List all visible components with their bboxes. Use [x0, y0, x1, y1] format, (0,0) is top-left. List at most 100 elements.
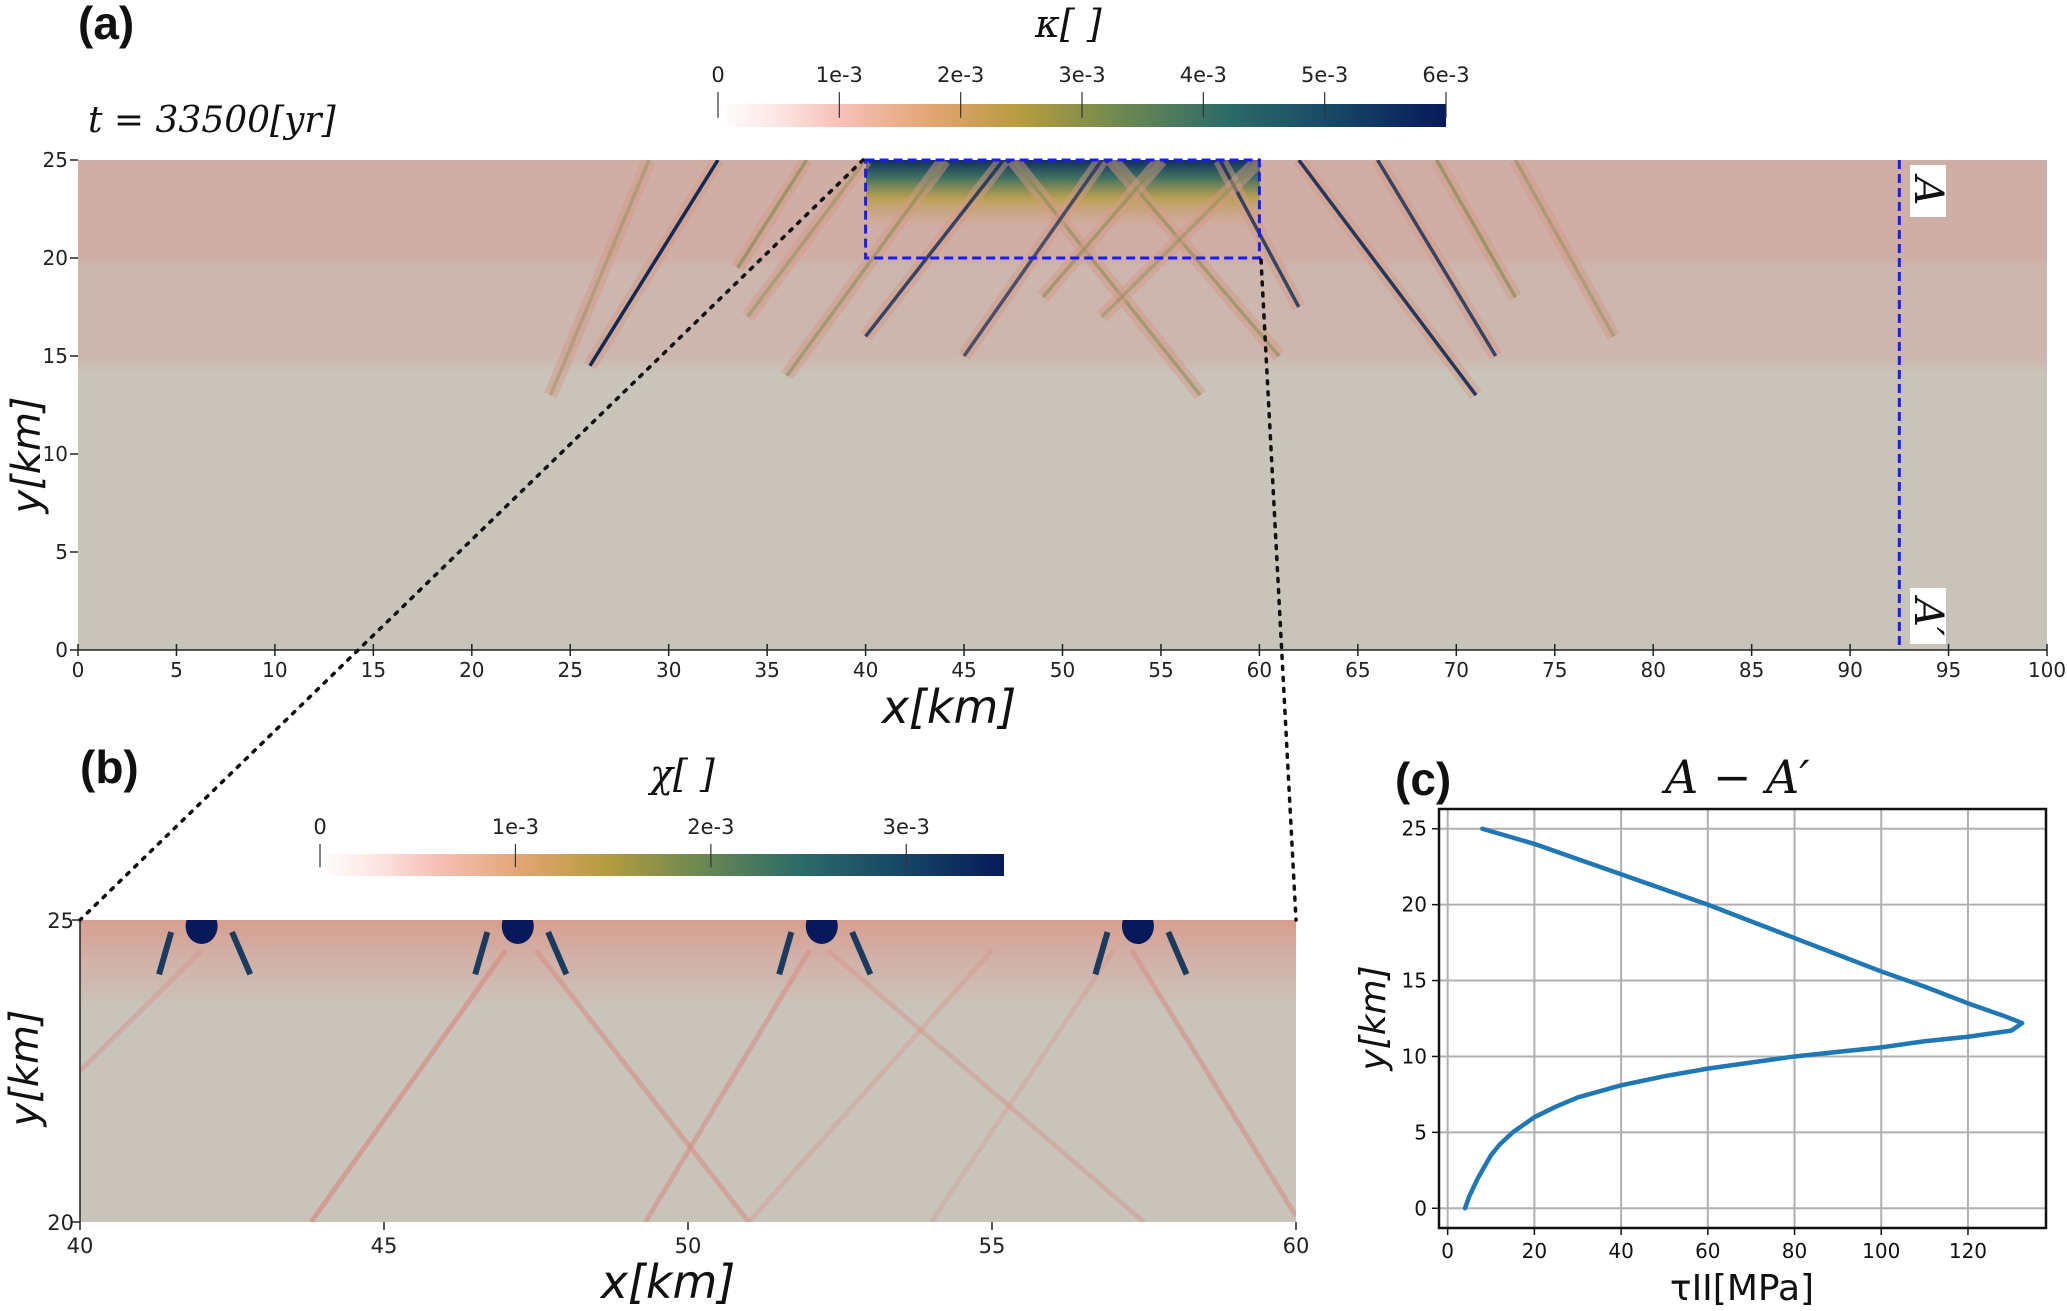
x-tick-label: 120 [1949, 1239, 1987, 1263]
y-tick-label: 10 [43, 442, 68, 466]
plot-background [1439, 809, 2046, 1228]
high-chi-spot [805, 920, 838, 945]
zoom-box [864, 158, 1261, 260]
x-tick-label: 55 [979, 1234, 1006, 1258]
y-tick-label: 20 [47, 1211, 74, 1235]
x-tick-label: 40 [67, 1234, 94, 1258]
section-start-label-box: A [1905, 165, 1951, 217]
high-chi-spot [501, 920, 534, 945]
y-tick-label: 0 [1414, 1196, 1427, 1220]
shear-band [534, 948, 751, 1222]
shear-band [80, 948, 204, 1073]
panel-b-label: (b) [80, 741, 139, 793]
x-tick-label: 75 [1542, 658, 1567, 682]
shear-band-halo [741, 160, 872, 322]
y-axis-label: y[km] [2, 1009, 48, 1127]
shear-band [736, 160, 809, 269]
shear-band [826, 948, 1146, 1222]
section-end-label: A′ [1905, 598, 1951, 636]
shear-band-halo [544, 160, 656, 398]
y-axis-label: y[km] [4, 396, 50, 514]
time-label: t = 33500[yr] [88, 100, 336, 141]
shear-band [548, 160, 651, 396]
shear-band [1041, 160, 1163, 299]
x-axis-label: x[km] [599, 1255, 736, 1309]
panel-a-field [78, 160, 2047, 650]
x-tick-label: 30 [656, 658, 681, 682]
shear-band-root [545, 930, 570, 976]
shear-band [1100, 160, 1261, 319]
section-start-label: A [1905, 176, 1951, 206]
colorbar-tick-label: 2e-3 [937, 63, 984, 87]
y-tick-label: 20 [1402, 893, 1427, 917]
panel-a-label: (a) [78, 0, 135, 49]
x-tick-label: 60 [1695, 1239, 1720, 1263]
shear-band [643, 948, 812, 1222]
shear-band [746, 948, 994, 1222]
x-tick-label: 15 [361, 658, 386, 682]
kappa-colorbar-title: κ[ ] [1035, 2, 1102, 46]
y-tick-label: 15 [1402, 969, 1427, 993]
shear-band [746, 160, 867, 318]
shear-band-root [1165, 930, 1190, 976]
shear-band [1376, 160, 1498, 357]
x-tick-label: 45 [371, 1234, 398, 1258]
panel-b-plot: 40 45 50 55 60 20 25 x[km] y[km] [2, 909, 1309, 1309]
colorbar-tick-label: 1e-3 [492, 815, 539, 839]
x-tick-label: 85 [1739, 658, 1764, 682]
x-tick-label: 20 [1522, 1239, 1547, 1263]
y-axis-label: y[km] [1353, 965, 1394, 1071]
shear-band [1513, 160, 1616, 338]
colorbar-gradient [320, 854, 1004, 876]
x-tick-label: 20 [459, 658, 484, 682]
colorbar-tick-label: 0 [711, 63, 724, 87]
y-tick-label: 5 [1414, 1120, 1427, 1144]
x-tick-label: 95 [1936, 658, 1961, 682]
chi-colorbar: 0 1e-3 2e-3 3e-3 [313, 815, 1004, 876]
colorbar-tick-label: 5e-3 [1301, 63, 1348, 87]
x-tick-label: 50 [1050, 658, 1075, 682]
colorbar-tick-label: 2e-3 [687, 815, 734, 839]
x-tick-label: 5 [170, 658, 183, 682]
x-tick-label: 65 [1345, 658, 1370, 682]
y-tick-label: 25 [43, 148, 68, 172]
panel-c-title: A − A′ [1665, 750, 1810, 804]
high-chi-spot [1121, 920, 1154, 945]
colorbar-tick-label: 3e-3 [883, 815, 930, 839]
y-tick-label: 10 [1402, 1044, 1427, 1068]
panel-c-plot: 0 20 40 60 80 100 120 0 5 10 15 20 25 τII[MPa] y[km] [1353, 807, 2048, 1309]
section-end-label-box: A′ [1905, 588, 1951, 644]
panel-a-shear-bands [544, 160, 1620, 400]
x-tick-label: 0 [1441, 1239, 1454, 1263]
x-tick-label: 40 [853, 658, 878, 682]
y-tick-label: 25 [47, 909, 74, 933]
x-tick-label: 80 [1640, 658, 1665, 682]
plot-frame [1437, 807, 2048, 1230]
stress-profile-line [1462, 826, 2025, 1211]
x-tick-label: 55 [1148, 658, 1173, 682]
shear-band [1435, 160, 1517, 299]
y-tick-label: 15 [43, 344, 68, 368]
shear-band-root [229, 930, 253, 976]
x-tick-label: 50 [675, 1234, 702, 1258]
x-axis-label: x[km] [880, 680, 1017, 734]
colorbar-tick-label: 3e-3 [1058, 63, 1105, 87]
colorbar-tick-label: 1e-3 [816, 63, 863, 87]
x-tick-label: 45 [951, 658, 976, 682]
x-tick-label: 60 [1247, 658, 1272, 682]
panel-c-label: (c) [1395, 753, 1452, 805]
x-tick-label: 70 [1444, 658, 1469, 682]
panel-a-plot: 0 5 10 15 20 25 30 35 40 45 50 55 60 65 70 75 80 85 90 95 10… [4, 148, 2066, 734]
shear-band [588, 160, 720, 367]
panel-b-field [80, 920, 1296, 1222]
colorbar-tick-label: 0 [313, 815, 326, 839]
shear-band [864, 160, 1005, 338]
chi-colorbar-title: χ[ ] [650, 752, 715, 796]
y-tick-label: 0 [55, 638, 68, 662]
shear-band-root [156, 931, 175, 976]
x-tick-label: 100 [2028, 658, 2066, 682]
x-tick-label: 10 [262, 658, 287, 682]
panel-b-shear-bands [80, 920, 1296, 1222]
shear-band-halo [1509, 160, 1620, 340]
